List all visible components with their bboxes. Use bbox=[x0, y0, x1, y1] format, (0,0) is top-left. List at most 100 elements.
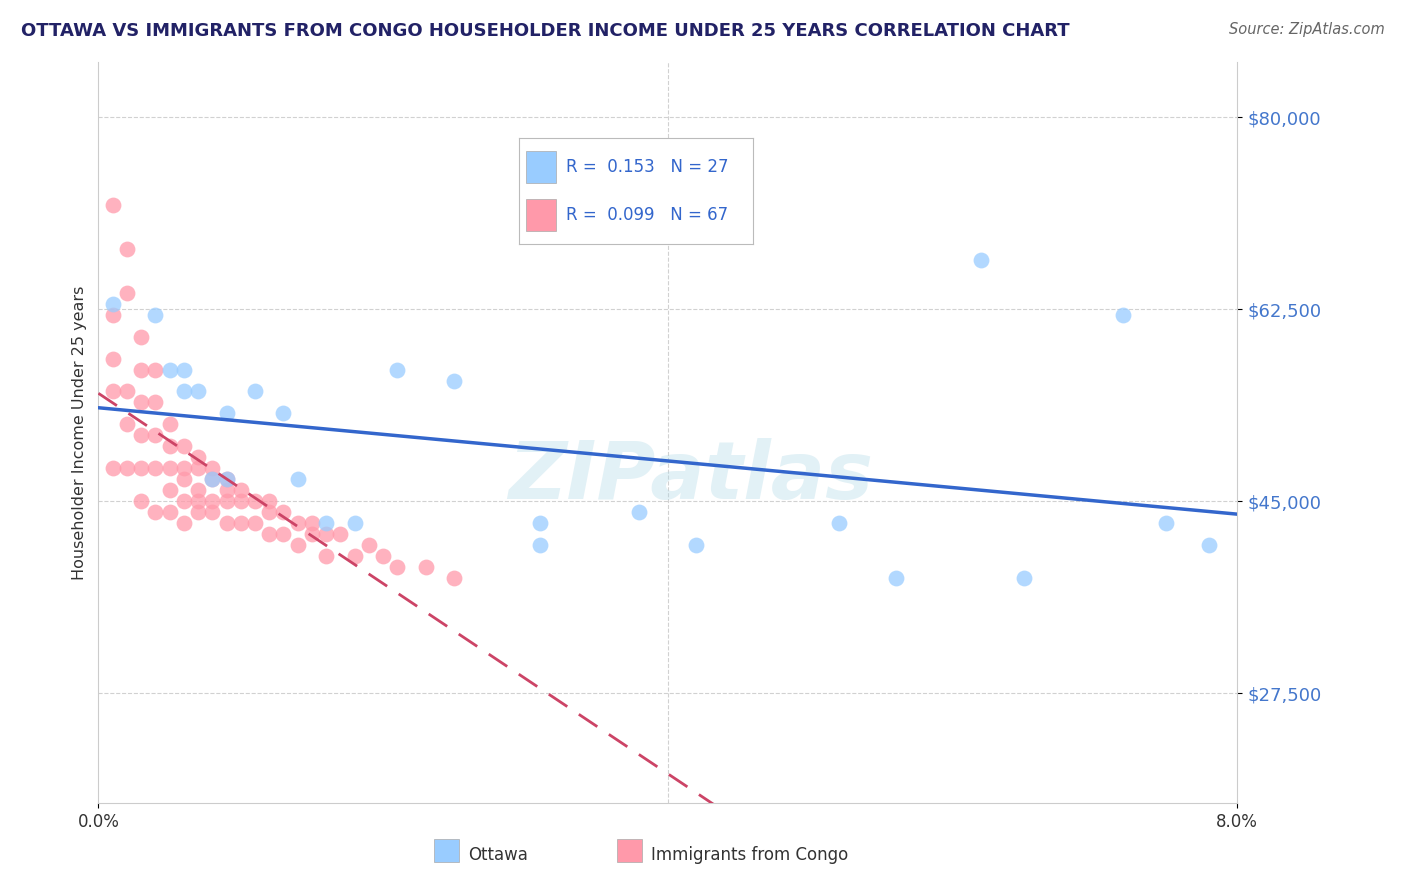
Point bbox=[273, 505, 295, 519]
Point bbox=[215, 516, 238, 530]
Point bbox=[343, 516, 366, 530]
Point bbox=[529, 516, 551, 530]
Point bbox=[229, 516, 252, 530]
Y-axis label: Householder Income Under 25 years: Householder Income Under 25 years bbox=[72, 285, 87, 580]
Point bbox=[343, 549, 366, 563]
Point bbox=[129, 329, 152, 343]
Point bbox=[159, 461, 181, 475]
Text: Immigrants from Congo: Immigrants from Congo bbox=[651, 846, 848, 863]
Point bbox=[315, 516, 337, 530]
Point bbox=[970, 252, 993, 267]
Point bbox=[301, 527, 323, 541]
Point bbox=[145, 428, 167, 442]
Point bbox=[187, 450, 209, 465]
Point bbox=[215, 494, 238, 508]
Point bbox=[259, 494, 281, 508]
Point bbox=[201, 505, 224, 519]
Point bbox=[1112, 308, 1135, 322]
Point bbox=[101, 384, 124, 399]
Point bbox=[259, 505, 281, 519]
Bar bbox=[617, 839, 641, 862]
Point bbox=[173, 384, 195, 399]
Point bbox=[115, 242, 138, 256]
Point bbox=[1012, 571, 1035, 585]
Point bbox=[884, 571, 907, 585]
Point bbox=[243, 494, 266, 508]
Point bbox=[301, 516, 323, 530]
Text: R =  0.153   N = 27: R = 0.153 N = 27 bbox=[565, 158, 728, 176]
Point bbox=[187, 483, 209, 498]
Point bbox=[173, 362, 195, 376]
Point bbox=[229, 494, 252, 508]
Point bbox=[243, 384, 266, 399]
Point bbox=[215, 472, 238, 486]
Point bbox=[145, 505, 167, 519]
Point bbox=[145, 395, 167, 409]
Point bbox=[129, 395, 152, 409]
Point bbox=[173, 494, 195, 508]
Point bbox=[259, 527, 281, 541]
Bar bbox=[526, 151, 557, 183]
Point bbox=[357, 538, 380, 552]
Bar bbox=[526, 199, 557, 230]
Point bbox=[287, 516, 309, 530]
Point bbox=[173, 439, 195, 453]
Point bbox=[201, 472, 224, 486]
Text: ZIPatlas: ZIPatlas bbox=[508, 438, 873, 516]
Text: Source: ZipAtlas.com: Source: ZipAtlas.com bbox=[1229, 22, 1385, 37]
Point bbox=[415, 560, 437, 574]
Point bbox=[387, 560, 409, 574]
Point bbox=[287, 538, 309, 552]
Point bbox=[101, 461, 124, 475]
Point bbox=[173, 516, 195, 530]
Point bbox=[201, 472, 224, 486]
Point bbox=[115, 461, 138, 475]
Point bbox=[273, 406, 295, 420]
Point bbox=[685, 538, 707, 552]
Point bbox=[173, 472, 195, 486]
Point bbox=[159, 483, 181, 498]
Point bbox=[443, 571, 465, 585]
Point bbox=[115, 285, 138, 300]
Point bbox=[101, 198, 124, 212]
Point bbox=[273, 527, 295, 541]
Point bbox=[443, 374, 465, 388]
Point bbox=[187, 494, 209, 508]
Point bbox=[201, 494, 224, 508]
Point bbox=[129, 428, 152, 442]
Point bbox=[173, 461, 195, 475]
Point bbox=[101, 308, 124, 322]
Point bbox=[215, 472, 238, 486]
Point bbox=[187, 461, 209, 475]
Point bbox=[371, 549, 394, 563]
Point bbox=[101, 297, 124, 311]
Point bbox=[145, 308, 167, 322]
Point bbox=[243, 516, 266, 530]
Point bbox=[129, 362, 152, 376]
Point bbox=[159, 505, 181, 519]
Point bbox=[101, 351, 124, 366]
Point bbox=[329, 527, 352, 541]
Point bbox=[828, 516, 851, 530]
Point bbox=[215, 406, 238, 420]
Point bbox=[315, 527, 337, 541]
Point bbox=[628, 505, 651, 519]
Point bbox=[315, 549, 337, 563]
Point bbox=[187, 384, 209, 399]
Point bbox=[145, 362, 167, 376]
Point bbox=[1154, 516, 1177, 530]
Point bbox=[159, 417, 181, 432]
Text: OTTAWA VS IMMIGRANTS FROM CONGO HOUSEHOLDER INCOME UNDER 25 YEARS CORRELATION CH: OTTAWA VS IMMIGRANTS FROM CONGO HOUSEHOL… bbox=[21, 22, 1070, 40]
Point bbox=[529, 538, 551, 552]
Point bbox=[215, 483, 238, 498]
Point bbox=[229, 483, 252, 498]
Point bbox=[287, 472, 309, 486]
Text: Ottawa: Ottawa bbox=[468, 846, 529, 863]
Point bbox=[187, 505, 209, 519]
Point bbox=[115, 417, 138, 432]
Bar bbox=[434, 839, 460, 862]
Point bbox=[129, 461, 152, 475]
Point bbox=[159, 439, 181, 453]
Point bbox=[387, 362, 409, 376]
Point bbox=[115, 384, 138, 399]
